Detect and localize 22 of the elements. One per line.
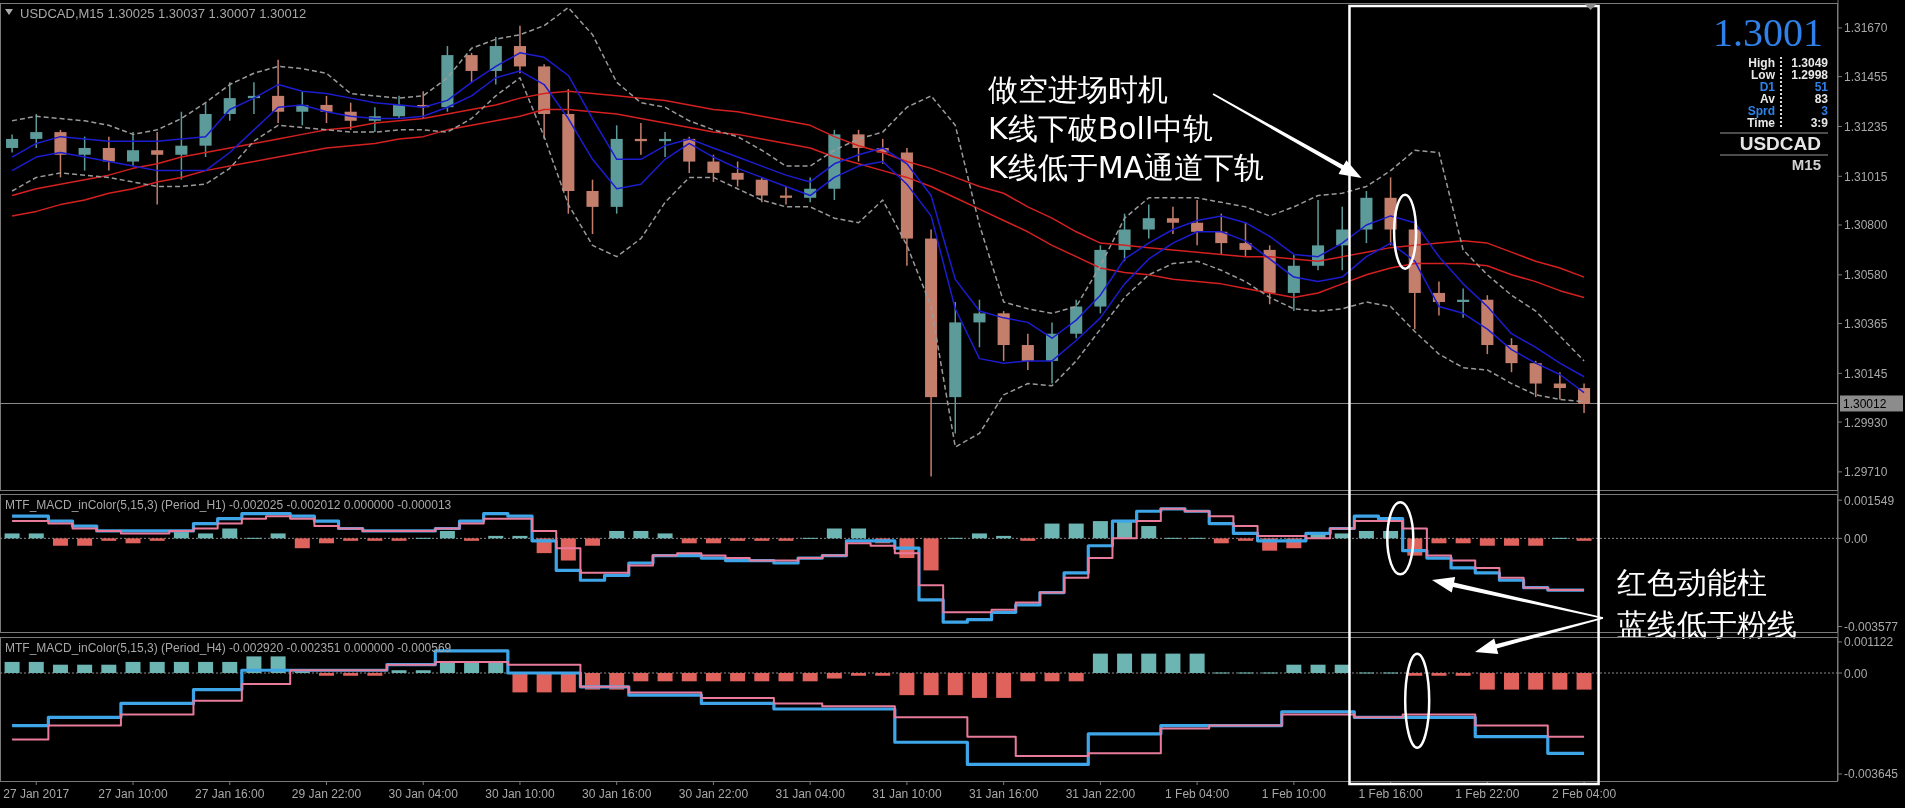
title: USDCAD,M15 1.30025 1.30037 1.30007 1.30012 bbox=[20, 6, 307, 21]
annotation: High bbox=[1748, 56, 1775, 70]
annotation: Low bbox=[1751, 68, 1775, 82]
annotation: K线低于MA通道下轨 bbox=[988, 150, 1265, 185]
annotation: 51 bbox=[1814, 80, 1828, 94]
annotation: 做空进场时机 bbox=[988, 72, 1168, 107]
annotation: K线下破Boll中轨 bbox=[988, 111, 1214, 146]
annotation: M15 bbox=[1791, 156, 1821, 173]
annotation: 1.2998 bbox=[1791, 68, 1828, 82]
annotation: 红色动能柱 bbox=[1617, 565, 1767, 600]
annotation: 1.3001 bbox=[1713, 10, 1823, 55]
annotation: 83 bbox=[1814, 92, 1828, 106]
annotation: 3 bbox=[1821, 104, 1828, 118]
annotation: D1 bbox=[1759, 80, 1775, 94]
title: MTF_MACD_inColor(5,15,3) (Period_H1) -0.002025 -0.002012 0.000000 -0.000013 bbox=[5, 498, 452, 512]
annotation: USDCAD bbox=[1739, 133, 1821, 154]
annotation: Sprd bbox=[1747, 104, 1775, 118]
annotation: 1.3049 bbox=[1791, 56, 1828, 70]
annotation: Av bbox=[1760, 92, 1775, 106]
annotation: 3:9 bbox=[1810, 116, 1828, 130]
title: MTF_MACD_inColor(5,15,3) (Period_H4) -0.002920 -0.002351 0.000000 -0.000569 bbox=[5, 641, 452, 655]
annotation: Time bbox=[1747, 116, 1775, 130]
